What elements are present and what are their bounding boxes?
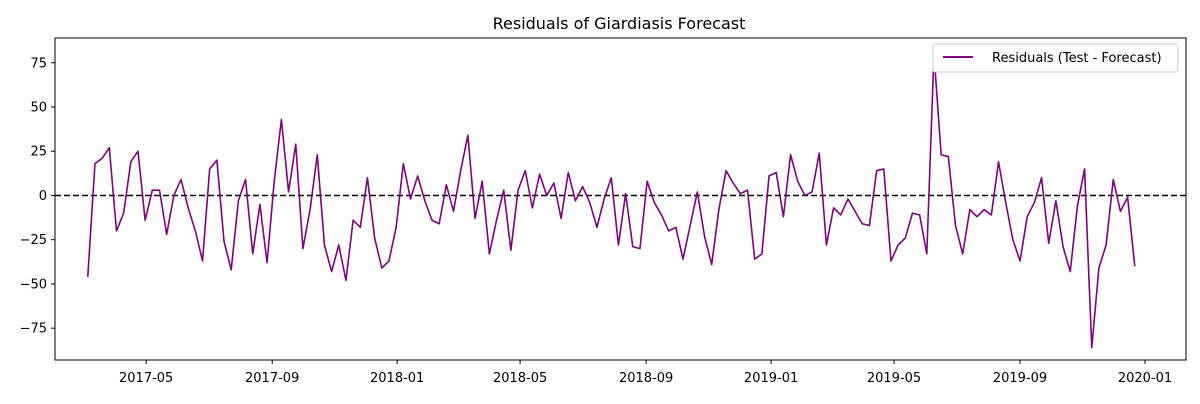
x-tick-label: 2020-01 [1118,371,1172,386]
x-tick-label: 2019-05 [867,371,921,386]
legend-box [932,43,1179,73]
x-tick-label: 2018-09 [619,371,673,386]
y-tick-label: 25 [30,145,47,160]
y-tick-label: 75 [30,56,47,71]
chart-title: Residuals of Giardiasis Forecast [493,14,746,33]
y-axis: 75 50 25 0 −25 −50 −75 [20,56,55,337]
y-tick-label: −75 [20,322,47,337]
y-tick-label: −25 [20,233,47,248]
legend: Residuals (Test - Forecast) [932,43,1179,73]
y-tick-label: 0 [39,189,47,204]
x-tick-label: 2018-01 [370,371,424,386]
x-tick-label: 2018-05 [493,371,547,386]
x-tick-label: 2019-01 [744,371,798,386]
y-tick-label: 50 [30,101,47,116]
y-tick-label: −50 [20,277,47,292]
series-line-residuals [86,53,1136,349]
plot-area [54,37,1187,361]
legend-label: Residuals (Test - Forecast) [992,51,1162,66]
x-tick-label: 2017-09 [245,371,299,386]
plot-frame [54,37,1187,361]
x-axis: 2017-05 2017-09 2018-01 2018-05 2018-09 2019-… [119,360,1172,386]
x-tick-label: 2017-05 [119,371,173,386]
x-tick-label: 2019-09 [993,371,1047,386]
